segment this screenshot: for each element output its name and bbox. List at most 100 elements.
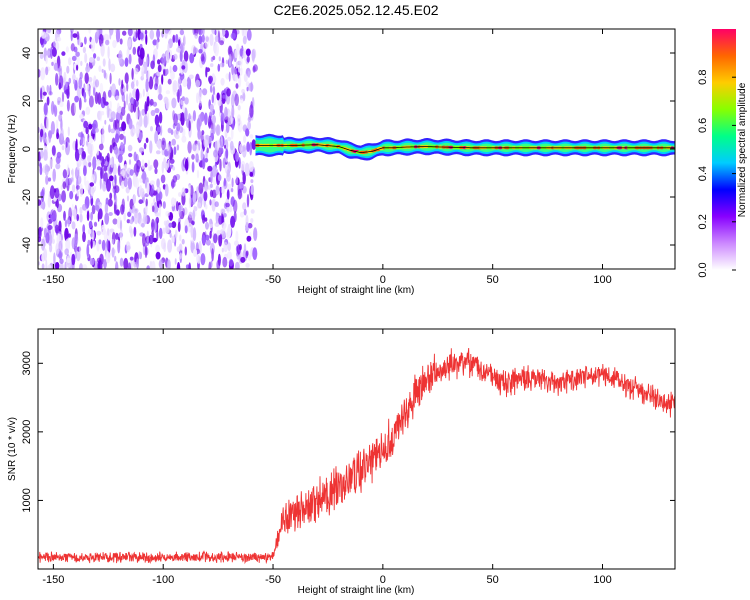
spectrogram-noise-blob xyxy=(122,87,127,93)
spectrogram-noise-blob xyxy=(111,83,117,97)
spectrogram-noise-blob xyxy=(117,165,121,176)
spectrogram-noise-blob xyxy=(119,133,124,140)
spectrogram-noise-blob xyxy=(86,140,89,147)
spectrogram-noise-blob xyxy=(105,251,111,264)
spectrogram-noise-blob xyxy=(127,144,133,152)
spectrogram-noise-blob xyxy=(160,125,163,136)
spectrogram-noise-blob xyxy=(44,163,49,176)
spectrogram-noise-blob xyxy=(143,207,146,215)
spectrogram-noise-blob xyxy=(147,69,150,83)
spectrogram-noise-blob xyxy=(212,85,216,96)
spectrogram-noise-blob xyxy=(128,159,132,165)
spectrogram-noise-blob xyxy=(243,135,247,144)
spectrogram-noise-blob xyxy=(202,214,206,224)
spectrogram-noise-blob xyxy=(176,122,181,132)
spectrogram-noise-blob xyxy=(217,99,222,107)
spectrogram-noise-blob xyxy=(144,179,148,189)
spectrogram-noise-blob xyxy=(173,146,177,156)
spectrogram-noise-blob xyxy=(91,204,96,215)
spectrogram-noise-blob xyxy=(226,172,231,182)
spectrogram-noise-blob xyxy=(58,220,62,232)
spectrogram-noise-blob xyxy=(72,33,78,38)
spectrogram-noise-blob xyxy=(149,140,153,154)
spectrogram-noise-blob xyxy=(200,53,205,62)
spectrogram-noise-blob xyxy=(146,182,150,195)
spectrogram-noise-blob xyxy=(70,30,73,42)
spectrogram-noise-blob xyxy=(84,52,88,64)
spectrogram-noise-blob xyxy=(202,88,208,96)
spectrogram-noise-blob xyxy=(165,68,169,75)
spectrogram-noise-blob xyxy=(91,174,95,182)
spectrogram-noise-blob xyxy=(161,74,164,85)
spectrogram-noise-blob xyxy=(211,94,214,104)
spectrogram-noise-blob xyxy=(178,192,182,197)
spectrogram-noise-blob xyxy=(38,199,42,206)
spectrogram-noise-blob xyxy=(204,158,209,163)
spectrogram-panel: -150 -100 -50 0 50 100 -40 -20 0 20 40 Height of s… xyxy=(7,28,676,296)
spectrogram-noise-blob xyxy=(242,91,246,102)
spectrogram-noise-blob xyxy=(66,257,72,264)
spectrogram-noise-blob xyxy=(252,247,258,260)
spectrogram-noise-blob xyxy=(247,222,253,229)
spectrogram-noise-blob xyxy=(196,92,199,104)
spectrogram-noise-blob xyxy=(250,218,254,224)
spectrogram-noise-blob xyxy=(188,184,192,196)
spectrogram-noise-blob xyxy=(67,216,71,228)
spectrogram-noise-blob xyxy=(40,67,46,81)
spectrogram-noise-blob xyxy=(235,83,239,89)
spectrogram-noise-blob xyxy=(149,29,155,40)
spectrogram-noise-blob xyxy=(42,133,47,144)
spectrogram-noise-blob xyxy=(96,29,99,38)
spectrogram-noise-blob xyxy=(82,46,86,54)
spectrogram-noise-blob xyxy=(228,71,231,82)
spectrogram-noise-blob xyxy=(184,225,188,234)
spectrogram-noise-blob xyxy=(145,137,149,144)
spectrogram-noise-blob xyxy=(121,106,126,117)
spectrogram-noise-blob xyxy=(249,142,253,156)
spectrogram-noise-blob xyxy=(85,106,91,116)
spectrogram-noise-blob xyxy=(145,198,148,207)
spectrogram-noise-blob xyxy=(193,206,198,212)
spectrogram-noise-blob xyxy=(71,221,76,230)
spectrogram-noise-blob xyxy=(222,256,228,268)
spectrogram-noise-blob xyxy=(249,134,254,139)
spectrogram-noise-blob xyxy=(175,33,179,43)
spectrogram-noise-blob xyxy=(171,97,177,109)
spectrogram-noise-blob xyxy=(102,91,107,105)
spectrogram-noise-blob xyxy=(64,219,67,228)
spectrogram-noise-blob xyxy=(221,247,224,253)
spectrogram-noise-blob xyxy=(58,114,63,122)
spectrogram-noise-blob xyxy=(243,243,247,255)
spectrogram-noise-blob xyxy=(219,62,225,68)
spectrogram-noise-blob xyxy=(158,111,163,124)
spectrogram-noise-blob xyxy=(111,238,115,245)
spectrogram-noise-blob xyxy=(41,238,46,251)
spectrogram-noise-blob xyxy=(221,29,226,37)
spectrogram-noise-blob xyxy=(240,67,243,76)
spectrogram-noise-blob xyxy=(135,124,140,139)
spectrogram-noise-blob xyxy=(120,169,126,177)
spectrogram-noise-blob xyxy=(250,179,254,184)
spectrogram-noise-blob xyxy=(234,93,239,107)
spectrogram-noise-blob xyxy=(209,199,212,206)
spectrogram-noise-blob xyxy=(50,46,53,60)
spectrogram-noise-blob xyxy=(76,31,80,40)
spectrogram-noise-blob xyxy=(209,183,213,188)
spectrogram-noise-blob xyxy=(71,55,77,62)
spectrogram-noise-blob xyxy=(60,185,63,190)
spectrogram-noise-blob xyxy=(181,135,187,143)
spectrogram-noise-blob xyxy=(138,132,143,141)
spectrogram-noise-blob xyxy=(223,177,226,187)
spectrogram-noise-blob xyxy=(187,141,192,154)
spectrogram-noise-blob xyxy=(178,39,181,47)
spectrogram-noise-blob xyxy=(231,177,234,188)
spectrogram-noise-blob xyxy=(101,68,104,73)
spectrogram-noise-blob xyxy=(134,67,139,75)
spectrogram-noise-blob xyxy=(96,149,99,156)
spectrogram-noise-blob xyxy=(135,29,138,39)
spectrogram-noise-blob xyxy=(43,149,48,161)
spectrogram-noise-blob xyxy=(128,153,133,158)
spectrogram-noise-blob xyxy=(94,186,96,192)
snr-ytick-label: 3000 xyxy=(21,351,33,375)
spectrogram-noise-blob xyxy=(50,100,55,115)
